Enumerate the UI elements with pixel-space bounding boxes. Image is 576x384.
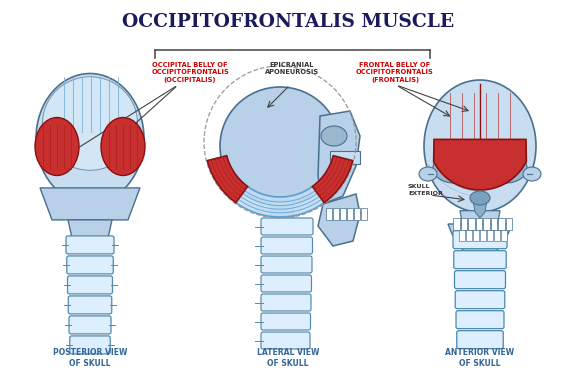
FancyBboxPatch shape — [454, 271, 506, 289]
Polygon shape — [354, 208, 359, 220]
Ellipse shape — [461, 237, 499, 255]
Polygon shape — [480, 230, 486, 241]
Polygon shape — [326, 208, 332, 220]
FancyBboxPatch shape — [67, 276, 112, 294]
Text: SKULL
EXTERIOR: SKULL EXTERIOR — [408, 184, 443, 195]
Ellipse shape — [35, 118, 79, 175]
Polygon shape — [347, 208, 353, 220]
Text: FRONTAL BELLY OF
OCCIPITOFRONTALIS
(FRONTALIS): FRONTAL BELLY OF OCCIPITOFRONTALIS (FRON… — [356, 62, 434, 83]
FancyBboxPatch shape — [457, 331, 503, 349]
FancyBboxPatch shape — [66, 236, 114, 254]
Polygon shape — [40, 188, 140, 220]
Polygon shape — [460, 211, 500, 233]
Ellipse shape — [419, 167, 437, 181]
FancyBboxPatch shape — [70, 336, 110, 354]
Polygon shape — [460, 218, 467, 230]
FancyBboxPatch shape — [454, 251, 506, 269]
Polygon shape — [312, 156, 353, 203]
FancyBboxPatch shape — [67, 256, 113, 274]
Text: OCCIPITOFRONTALIS MUSCLE: OCCIPITOFRONTALIS MUSCLE — [122, 13, 454, 31]
FancyBboxPatch shape — [261, 237, 313, 254]
FancyBboxPatch shape — [68, 296, 112, 314]
Polygon shape — [472, 194, 488, 218]
Polygon shape — [330, 151, 360, 164]
Ellipse shape — [36, 73, 144, 204]
Polygon shape — [468, 218, 475, 230]
Polygon shape — [68, 220, 112, 238]
Polygon shape — [487, 230, 492, 241]
Polygon shape — [473, 230, 479, 241]
Text: OCCIPITAL BELLY OF
OCCIPITOFRONTALIS
(OCCIPITALIS): OCCIPITAL BELLY OF OCCIPITOFRONTALIS (OC… — [151, 62, 229, 83]
Polygon shape — [318, 194, 360, 246]
Ellipse shape — [321, 126, 347, 146]
FancyBboxPatch shape — [261, 256, 312, 273]
Ellipse shape — [433, 153, 475, 183]
Polygon shape — [448, 224, 512, 252]
Polygon shape — [459, 230, 464, 241]
Ellipse shape — [220, 87, 340, 205]
Polygon shape — [476, 218, 482, 230]
Ellipse shape — [101, 118, 145, 175]
Polygon shape — [506, 218, 512, 230]
Polygon shape — [333, 208, 339, 220]
FancyBboxPatch shape — [261, 218, 313, 235]
Polygon shape — [207, 156, 353, 217]
Polygon shape — [270, 200, 293, 220]
Ellipse shape — [523, 167, 541, 181]
Ellipse shape — [424, 80, 536, 212]
Polygon shape — [434, 139, 526, 190]
Polygon shape — [491, 218, 497, 230]
Polygon shape — [498, 218, 505, 230]
Ellipse shape — [470, 191, 490, 205]
Polygon shape — [483, 218, 490, 230]
Polygon shape — [453, 218, 460, 230]
FancyBboxPatch shape — [261, 275, 312, 292]
Polygon shape — [501, 230, 506, 241]
Ellipse shape — [485, 153, 527, 183]
Text: POSTERIOR VIEW
OF SKULL: POSTERIOR VIEW OF SKULL — [53, 348, 127, 368]
Polygon shape — [318, 111, 360, 204]
FancyBboxPatch shape — [456, 311, 504, 329]
Polygon shape — [466, 230, 472, 241]
FancyBboxPatch shape — [455, 291, 505, 309]
Polygon shape — [207, 156, 248, 203]
FancyBboxPatch shape — [261, 313, 310, 330]
Ellipse shape — [43, 77, 138, 170]
Polygon shape — [494, 230, 499, 241]
Polygon shape — [340, 208, 346, 220]
FancyBboxPatch shape — [261, 294, 311, 311]
FancyBboxPatch shape — [453, 231, 507, 249]
Text: LATERAL VIEW
OF SKULL: LATERAL VIEW OF SKULL — [257, 348, 319, 368]
Text: ANTERIOR VIEW
OF SKULL: ANTERIOR VIEW OF SKULL — [445, 348, 514, 368]
Polygon shape — [361, 208, 366, 220]
FancyBboxPatch shape — [69, 316, 111, 334]
FancyBboxPatch shape — [261, 332, 310, 349]
Text: EPICRANIAL
APONEUROSIS: EPICRANIAL APONEUROSIS — [265, 62, 319, 76]
